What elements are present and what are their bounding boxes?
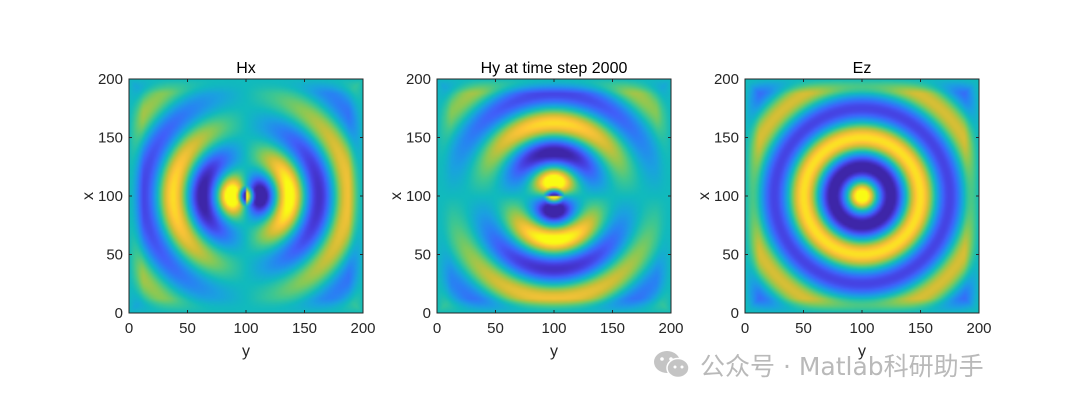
y-tick-label: 0 [115, 305, 123, 322]
y-tick-label: 50 [414, 247, 431, 264]
x-axis-label: y [242, 343, 250, 360]
y-tick-label: 0 [423, 305, 431, 322]
y-tick-label: 50 [722, 247, 739, 264]
x-tick-label: 150 [292, 320, 317, 337]
x-tick-label: 150 [908, 320, 933, 337]
watermark: 公众号 · Matlab科研助手 [652, 348, 984, 382]
x-tick-label: 100 [849, 320, 874, 337]
heatmap-image [437, 79, 671, 313]
y-tick-label: 100 [714, 188, 739, 205]
wechat-icon [654, 351, 690, 379]
y-tick-label: 0 [731, 305, 739, 322]
chart-2: 0 50 100 150 200 0 50 100 150 200 Hy at time step … [388, 60, 684, 360]
x-axis-label: y [550, 343, 558, 360]
heatmap-image [745, 79, 979, 313]
y-tick-label: 100 [98, 188, 123, 205]
y-tick-label: 200 [406, 71, 431, 88]
y-tick-label: 150 [406, 130, 431, 147]
y-tick-label: 150 [714, 130, 739, 147]
x-tick-label: 200 [658, 320, 683, 337]
chart-3: 0 50 100 150 200 0 50 100 150 200 Ez y x [696, 60, 992, 360]
y-tick-label: 150 [98, 130, 123, 147]
watermark-text: 公众号 · Matlab科研助手 [700, 352, 984, 381]
y-tick-label: 100 [406, 188, 431, 205]
y-tick-label: 200 [714, 71, 739, 88]
chart-title: Hx [236, 60, 256, 77]
x-tick-label: 0 [433, 320, 441, 337]
y-axis-label: x [80, 192, 97, 200]
x-tick-label: 200 [966, 320, 991, 337]
y-tick-label: 50 [106, 247, 123, 264]
chart-title: Hy at time step 2000 [481, 60, 628, 77]
x-tick-label: 0 [741, 320, 749, 337]
x-axis-label: y [858, 343, 866, 360]
chart-title: Ez [853, 60, 872, 77]
y-axis-label: x [696, 192, 713, 200]
x-tick-label: 50 [795, 320, 812, 337]
x-tick-label: 200 [350, 320, 375, 337]
x-tick-label: 100 [541, 320, 566, 337]
x-tick-label: 0 [125, 320, 133, 337]
x-tick-label: 150 [600, 320, 625, 337]
x-tick-label: 100 [233, 320, 258, 337]
x-tick-label: 50 [487, 320, 504, 337]
x-tick-label: 50 [179, 320, 196, 337]
chart-1: 0 50 100 150 200 0 50 100 150 200 Hx y x [80, 60, 376, 360]
heatmap-image [129, 79, 363, 313]
y-axis-label: x [388, 192, 405, 200]
y-tick-label: 200 [98, 71, 123, 88]
